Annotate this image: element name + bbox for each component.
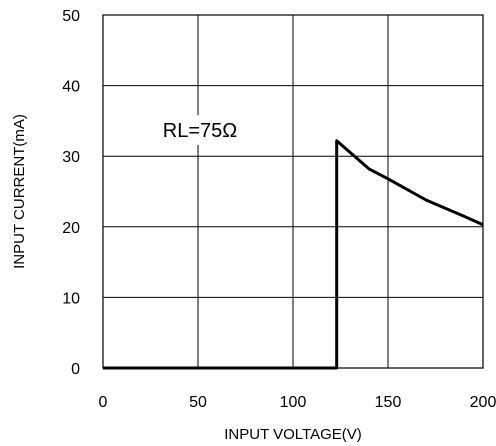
y-axis-label: INPUT CURRENT(mA) xyxy=(11,114,28,269)
x-tick-label: 50 xyxy=(189,394,207,411)
y-tick-label: 50 xyxy=(62,8,80,25)
annotation-label: RL=75Ω xyxy=(163,120,237,142)
x-axis-label: INPUT VOLTAGE(V) xyxy=(224,426,362,443)
x-tick-label: 150 xyxy=(375,394,402,411)
x-tick-label: 200 xyxy=(470,394,496,411)
y-tick-label: 40 xyxy=(62,79,80,96)
y-tick-label: 30 xyxy=(62,149,80,166)
grid xyxy=(103,15,483,368)
x-tick-label: 0 xyxy=(99,394,108,411)
x-axis-ticks: 0 50 100 150 200 xyxy=(99,394,496,411)
series-line xyxy=(103,139,484,370)
y-axis-ticks: 0 10 20 30 40 50 xyxy=(62,8,80,378)
y-tick-label: 10 xyxy=(62,290,80,307)
y-tick-label: 0 xyxy=(71,361,80,378)
y-tick-label: 20 xyxy=(62,220,80,237)
annotation-background xyxy=(146,115,254,145)
x-tick-label: 100 xyxy=(280,394,307,411)
